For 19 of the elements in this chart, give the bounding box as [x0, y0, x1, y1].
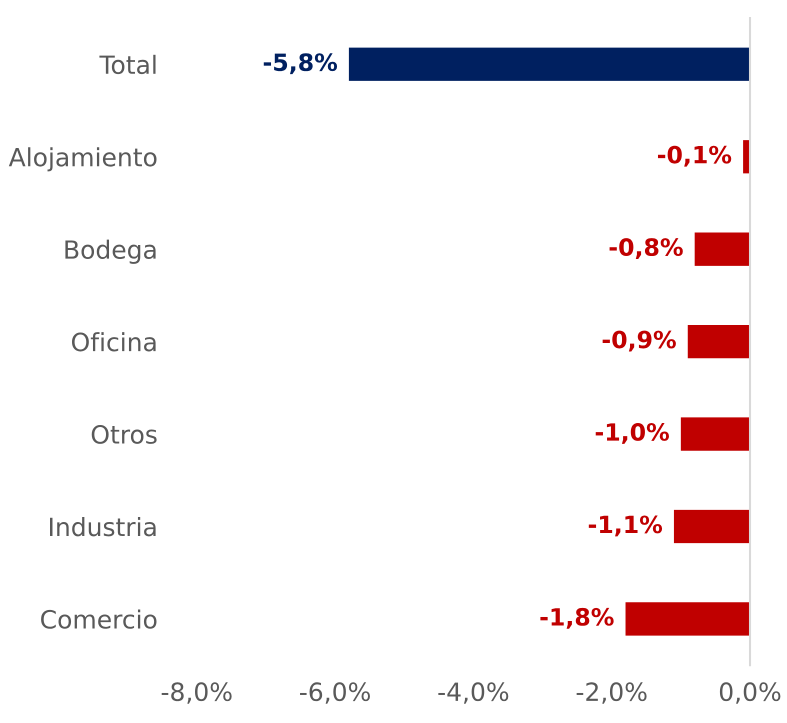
y-tick-label: Comercio — [41, 609, 156, 629]
data-label: -1,1% — [588, 515, 662, 536]
data-label: -1,8% — [540, 608, 614, 629]
x-tick-label: -4,0% — [438, 682, 508, 704]
data-label: -5,8% — [264, 53, 338, 74]
data-label: -0,9% — [602, 330, 676, 352]
y-tick-label: Oficina — [72, 332, 156, 352]
x-tick-label: 0,0% — [720, 682, 780, 704]
y-tick-label: Industria — [50, 517, 156, 536]
data-label: -0,1% — [658, 146, 732, 167]
x-tick-label: -8,0% — [162, 682, 232, 704]
y-tick-label: Otros — [92, 425, 157, 444]
y-tick-label: Total — [99, 54, 156, 74]
x-tick-label: -6,0% — [300, 682, 370, 704]
data-label: -1,0% — [596, 423, 669, 444]
x-tick-label: -2,0% — [576, 682, 647, 704]
data-label: -0,8% — [610, 238, 683, 260]
y-tick-label: Bodega — [65, 240, 156, 264]
y-tick-label: Alojamiento — [8, 147, 156, 172]
